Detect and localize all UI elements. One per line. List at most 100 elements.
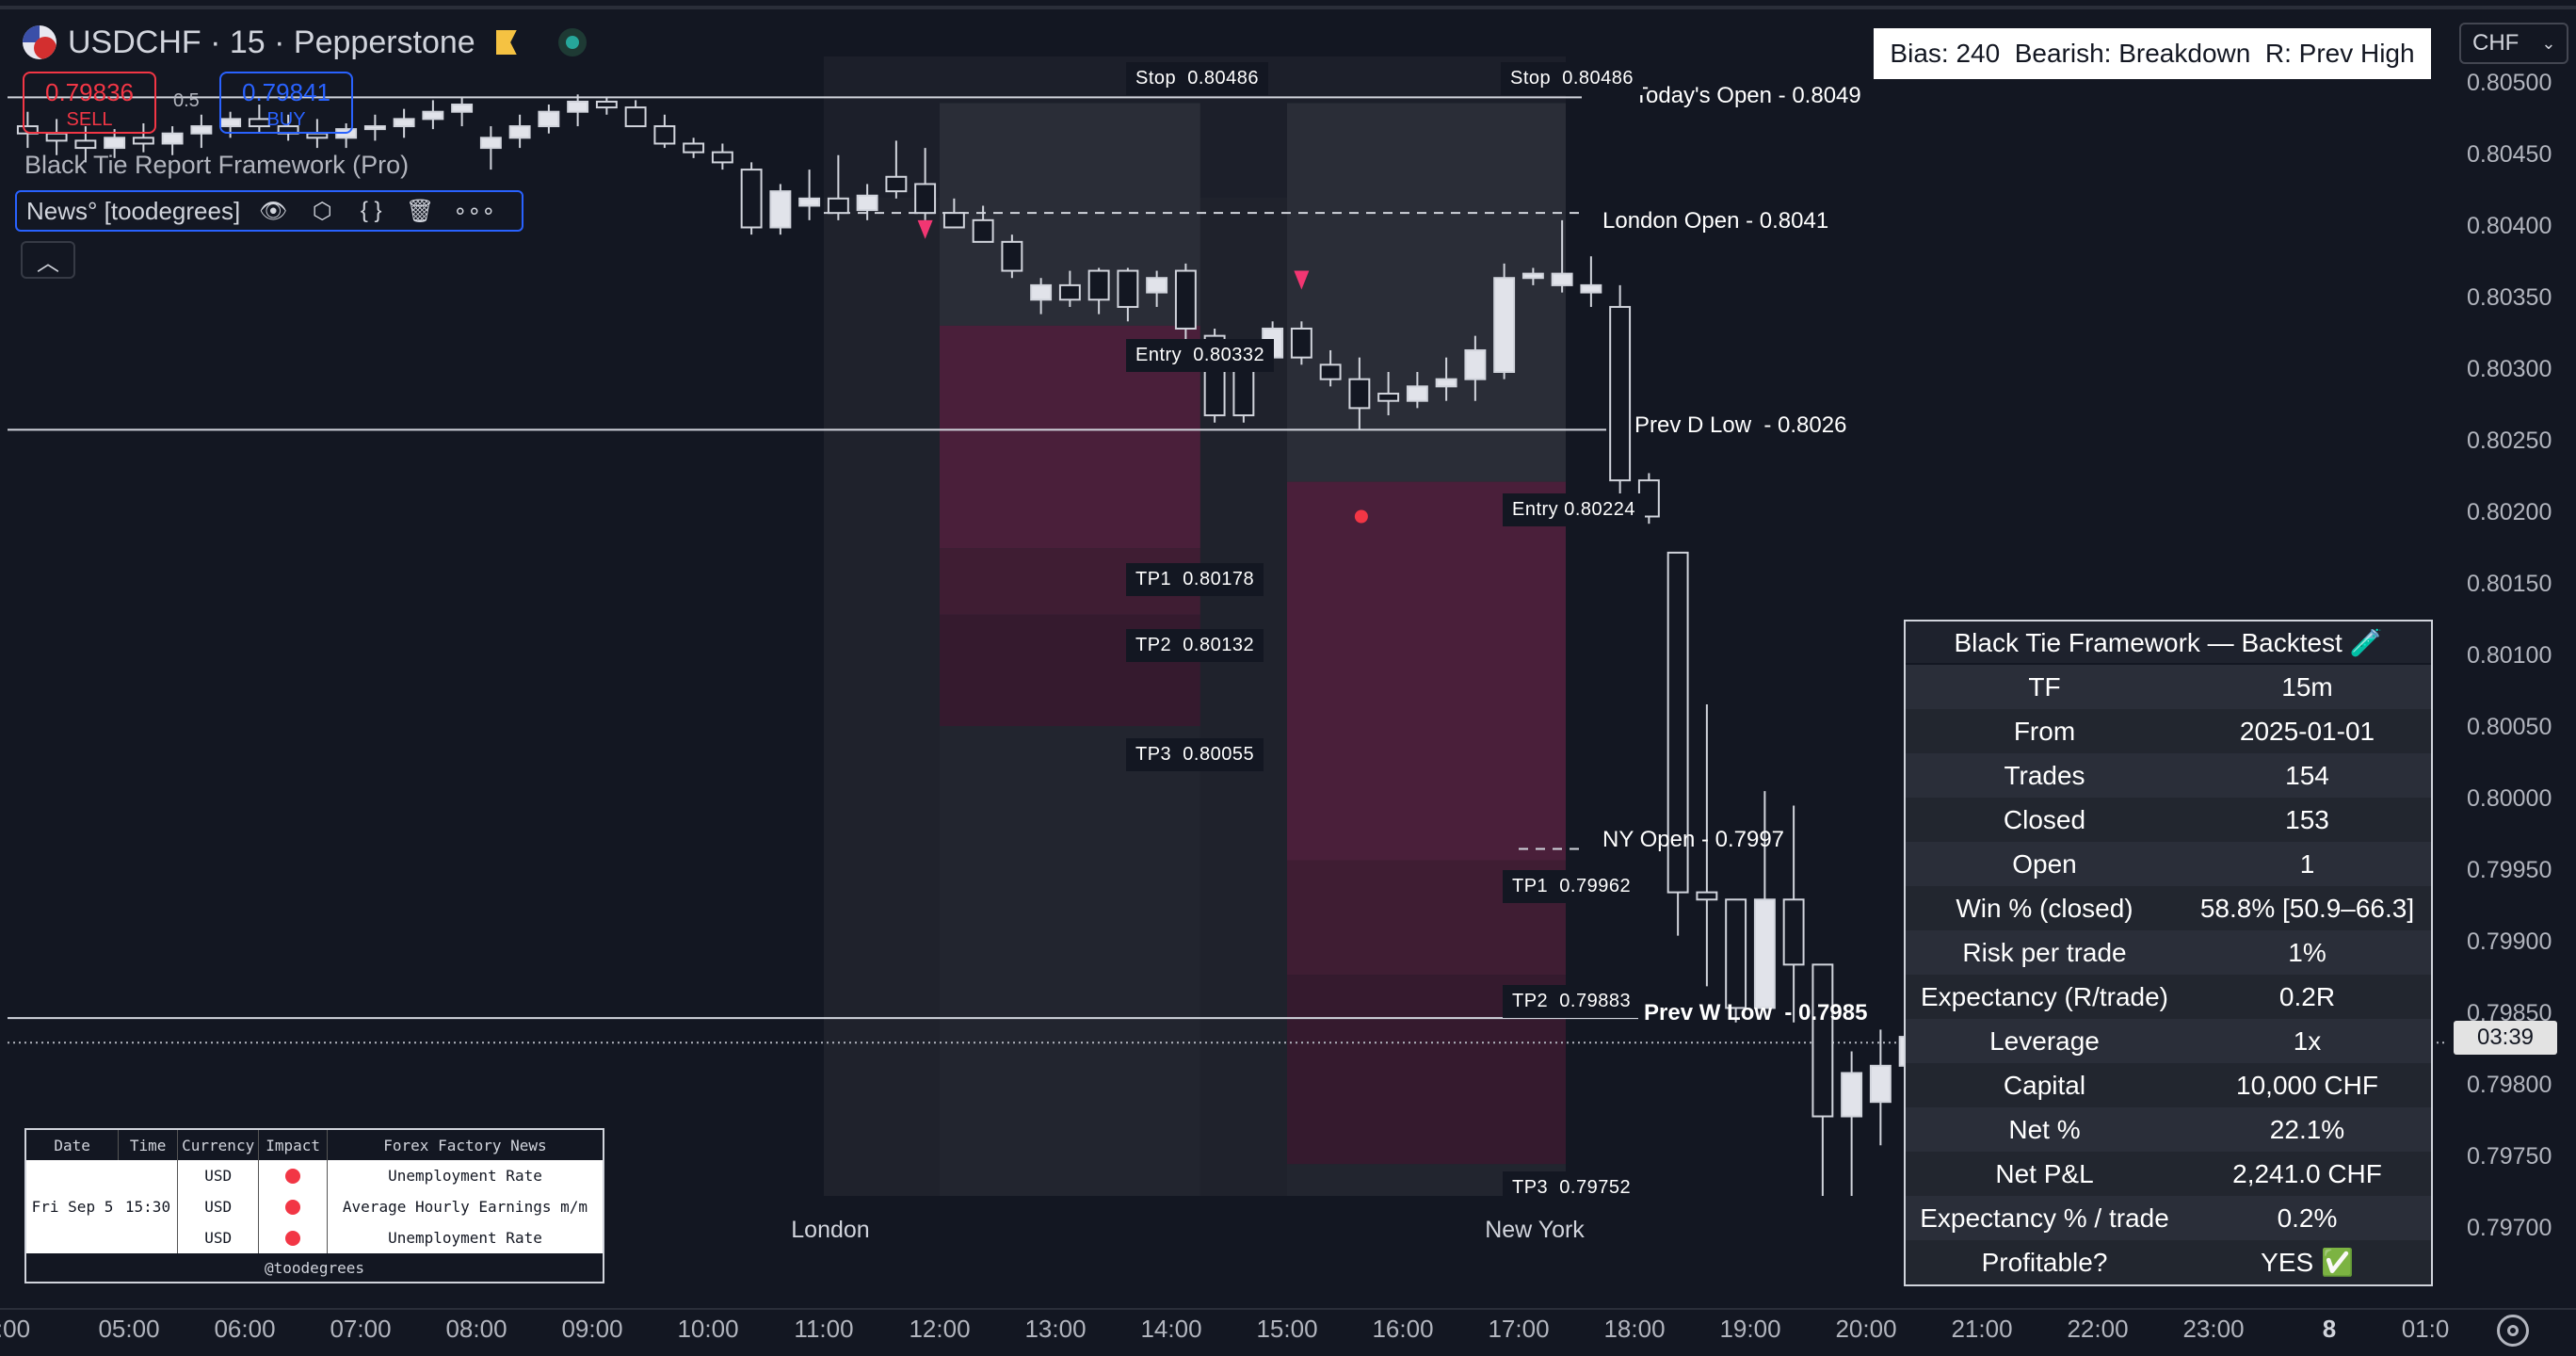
time-tick-label: 07:00 — [330, 1315, 392, 1343]
market-open-status-icon — [557, 28, 587, 56]
time-tick-label: 14:00 — [1140, 1315, 1202, 1343]
candle-body — [942, 212, 965, 229]
candle-body — [538, 110, 560, 128]
buy-button[interactable]: 0.79841 BUY — [219, 72, 353, 134]
time-tick-label: 16:00 — [1372, 1315, 1434, 1343]
usd-chf-flag-icon — [23, 25, 56, 59]
candle-body — [1001, 240, 1023, 272]
time-tick-label: 13:00 — [1024, 1315, 1087, 1343]
backtest-key: Open — [2012, 848, 2077, 879]
backtest-row: Trades 154 — [1906, 753, 2431, 798]
news-header-title: Forex Factory News — [383, 1136, 547, 1154]
forex-news-table: Date Time Currency Impact Forex Factory … — [24, 1128, 604, 1283]
todays-open-label: Today's Open - 0.8049 — [1634, 83, 1861, 108]
time-tick-label: 22:00 — [2067, 1315, 2129, 1343]
backtest-row: Net % 22.1% — [1906, 1107, 2431, 1152]
indicator-news-row[interactable]: News° [toodegrees] 👁 ⬡ { } 🗑 ∘∘∘ — [15, 190, 523, 232]
price-tick-label: 0.79800 — [2467, 1072, 2552, 1098]
backtest-value: 10,000 CHF — [2236, 1070, 2378, 1100]
candle-body — [508, 125, 531, 139]
candle-body — [74, 139, 97, 150]
backtest-row: Win % (closed) 58.8% [50.9–66.3] — [1906, 886, 2431, 930]
price-tick-label: 0.80000 — [2467, 785, 2552, 812]
source-code-icon[interactable]: { } — [360, 198, 382, 223]
candle-body — [798, 197, 821, 207]
backtest-value: 154 — [2285, 760, 2329, 790]
backtest-row: Open 1 — [1906, 842, 2431, 886]
candle-body — [1406, 385, 1428, 402]
new-york-session-label: New York — [1485, 1217, 1585, 1243]
backtest-row: Capital 10,000 CHF — [1906, 1063, 2431, 1107]
candle-body — [306, 132, 329, 139]
backtest-key: Leverage — [1989, 1025, 2100, 1056]
trade2-stop-tag: Stop 0.80486 — [1501, 62, 1644, 95]
chevron-up-icon: ︿ — [37, 250, 59, 276]
high-impact-icon — [285, 1168, 301, 1184]
trade2-tp1-tag: TP1 0.79962 — [1503, 870, 1641, 903]
time-tick-label: 10:00 — [677, 1315, 739, 1343]
backtest-value: 1 — [2299, 848, 2315, 879]
entry-dot-icon — [1354, 509, 1368, 524]
candle-body — [1117, 269, 1139, 308]
news-table-footer: @toodegrees — [26, 1253, 603, 1282]
prev-w-low-label: Prev W Low - 0.7985 — [1644, 1000, 1868, 1025]
backtest-row: Leverage 1x — [1906, 1019, 2431, 1063]
news-time: 15:30 — [119, 1160, 178, 1253]
price-tick-label: 0.80300 — [2467, 356, 2552, 382]
trade1-stop-tag: Stop 0.80486 — [1126, 62, 1269, 95]
backtest-value: 153 — [2285, 804, 2329, 834]
candle-body — [1319, 363, 1342, 380]
candle-body — [451, 104, 474, 113]
time-tick-label: 06:00 — [214, 1315, 276, 1343]
flag-marker-icon[interactable] — [495, 30, 517, 55]
candle-body — [1580, 283, 1602, 294]
trade2-risk-zone — [1287, 103, 1566, 482]
price-tick-label: 0.79900 — [2467, 928, 2552, 955]
candle-body — [1058, 283, 1081, 301]
news-title: Unemployment Rate — [388, 1229, 542, 1247]
candle-body — [1869, 1064, 1892, 1104]
price-tick-label: 0.80150 — [2467, 571, 2552, 597]
collapse-indicators-button[interactable]: ︿ — [21, 241, 75, 279]
time-tick-label: 08:00 — [445, 1315, 507, 1343]
high-impact-icon — [285, 1199, 301, 1215]
news-header-currency: Currency — [178, 1130, 260, 1160]
sell-button[interactable]: 0.79836 SELL — [23, 72, 156, 134]
trade2-tp3-tag: TP3 0.79752 — [1503, 1171, 1641, 1204]
backtest-value: YES ✅ — [2261, 1248, 2354, 1277]
trade2-tp1-zone — [1287, 481, 1566, 861]
eye-icon[interactable]: 👁 — [258, 198, 288, 224]
candle-body — [393, 118, 415, 128]
indicator-news-label[interactable]: News° [toodegrees] — [26, 196, 241, 225]
time-tick-label: 12:00 — [909, 1315, 971, 1343]
london-session-label: London — [791, 1217, 870, 1243]
time-tick-label: 19:00 — [1719, 1315, 1781, 1343]
candle-body — [1521, 272, 1544, 280]
time-tick-label: 8 — [2322, 1315, 2337, 1343]
trade1-tp3-tag: TP3 0.80055 — [1126, 738, 1264, 771]
news-date: Fri Sep 5 — [26, 1160, 120, 1253]
currency-select[interactable]: CHF ⌄ — [2459, 23, 2568, 64]
news-currency: USD — [178, 1160, 260, 1191]
backtest-row: TF 15m — [1906, 665, 2431, 709]
price-tick-label: 0.79950 — [2467, 857, 2552, 883]
prev-d-low-label: Prev D Low - 0.8026 — [1634, 412, 1847, 438]
candle-body — [595, 100, 618, 109]
backtest-row: Closed 153 — [1906, 798, 2431, 842]
candle-body — [856, 194, 878, 212]
trade2-entry-tag: Entry 0.80224 — [1503, 493, 1646, 526]
settings-hex-icon[interactable]: ⬡ — [312, 198, 332, 224]
backtest-value: 22.1% — [2269, 1114, 2345, 1144]
candle-body — [1666, 551, 1689, 894]
symbol-header[interactable]: USDCHF · 15 · Pepperstone — [23, 19, 587, 66]
chart-settings-icon[interactable] — [2497, 1315, 2529, 1347]
backtest-value: 1% — [2288, 937, 2326, 967]
backtest-value: 1x — [2293, 1025, 2322, 1056]
backtest-value: 0.2R — [2278, 981, 2336, 1011]
candle-body — [1232, 363, 1255, 417]
spread-value: 0.5 — [173, 90, 200, 111]
backtest-row: Expectancy (R/trade) 0.2R — [1906, 975, 2431, 1019]
trash-icon[interactable]: 🗑 — [405, 198, 435, 224]
more-icon[interactable]: ∘∘∘ — [453, 198, 496, 224]
indicator-framework-label[interactable]: Black Tie Report Framework (Pro) — [24, 151, 410, 179]
